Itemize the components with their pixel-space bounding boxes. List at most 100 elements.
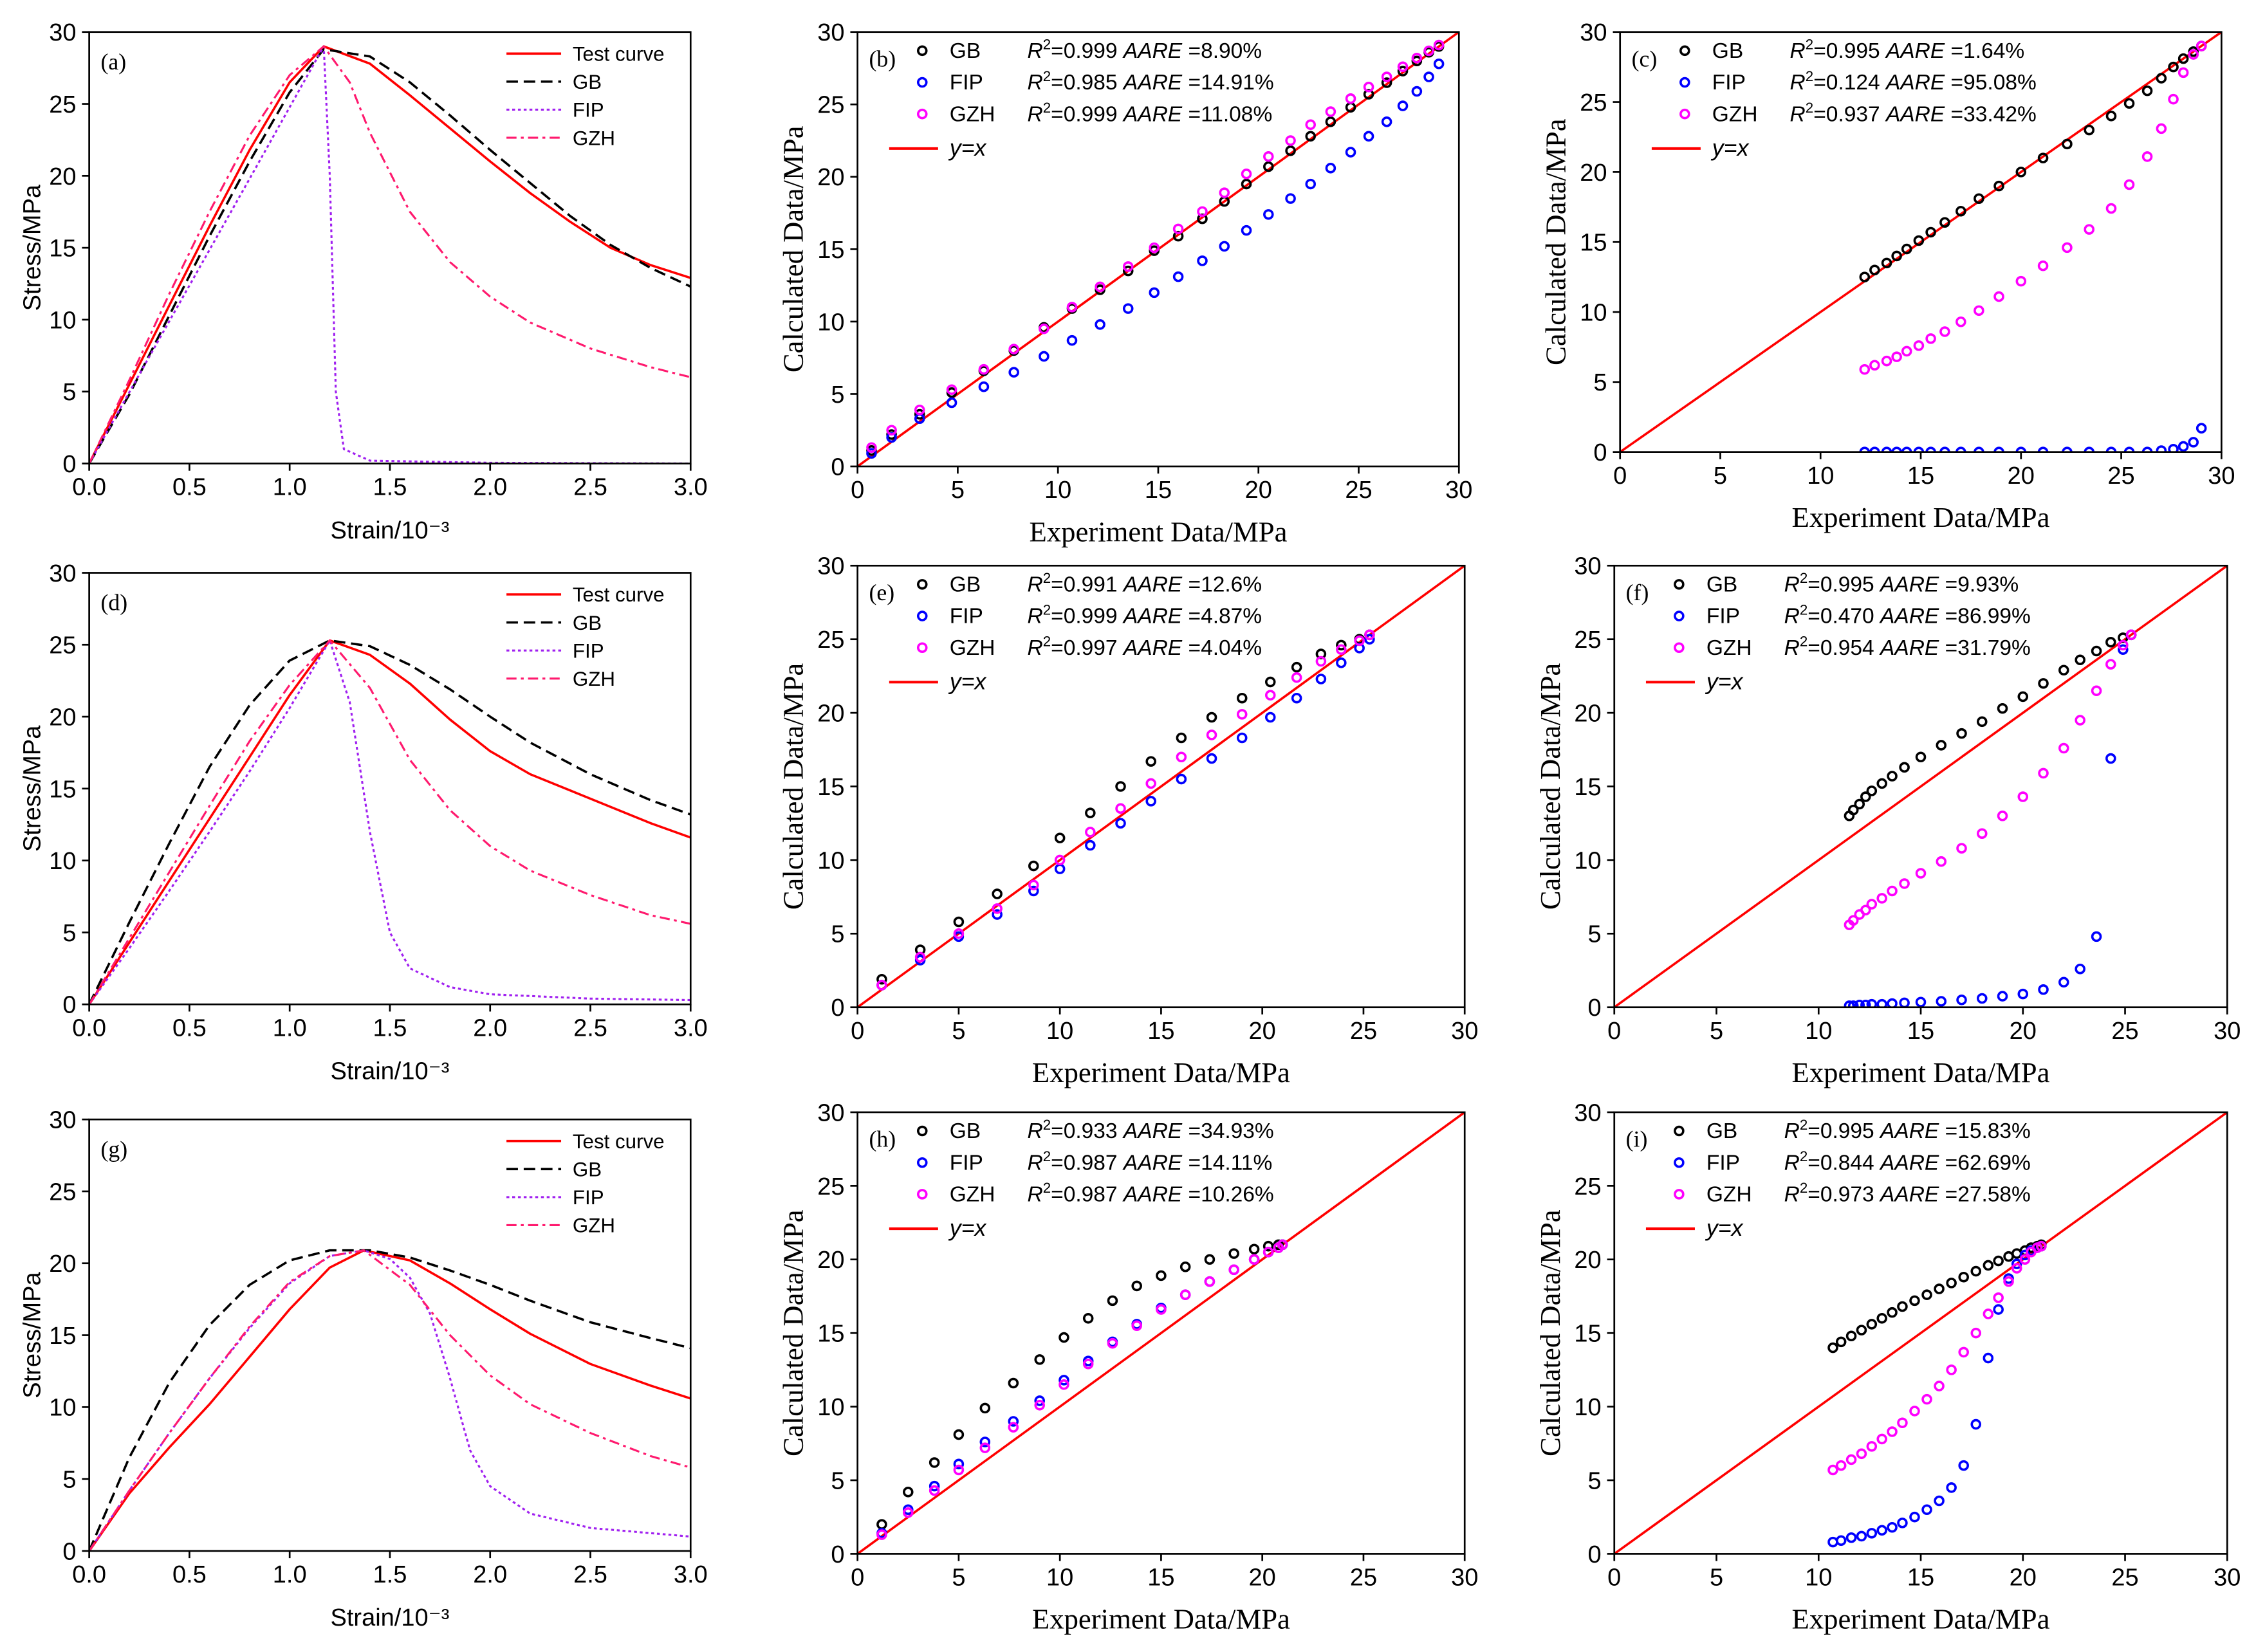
x-tick-label: 0.5 — [172, 474, 207, 501]
r2-symbol: R — [1784, 605, 1800, 629]
legend-label-y-equals-x: y=x — [948, 135, 987, 161]
data-point-fip — [2105, 753, 2116, 764]
y-tick-label: 20 — [1574, 701, 1601, 728]
data-point-gzh — [2091, 685, 2102, 697]
data-point-fip — [2037, 446, 2049, 452]
data-point-fip — [1956, 995, 1967, 1005]
r2-superscript: 2 — [1806, 37, 1813, 53]
data-point-gb — [2105, 111, 2117, 122]
y-tick-label: 0 — [62, 1538, 76, 1565]
data-point-fip — [1866, 998, 1878, 1007]
spacer — [1118, 1151, 1123, 1175]
data-point-gzh — [1899, 878, 1910, 889]
data-point-gzh — [1993, 1292, 2004, 1303]
r2-value: 0.999 — [1064, 102, 1118, 126]
data-point-gzh — [1897, 1417, 1908, 1429]
legend-label: GB — [950, 1119, 981, 1143]
aare-equals: = — [1182, 1183, 1201, 1207]
data-point-gb — [1970, 1265, 1982, 1277]
x-tick-label: 5 — [1710, 1018, 1723, 1045]
data-point-gzh — [1887, 1426, 1898, 1437]
data-point-gzh — [1856, 1448, 1867, 1460]
data-point-fip — [1901, 446, 1912, 452]
y-tick-label: 10 — [1580, 299, 1607, 326]
series-line-gzh — [89, 1249, 691, 1551]
data-point-fip — [1264, 711, 1276, 723]
spacer — [1874, 605, 1880, 629]
aare-value: 95.08% — [1963, 71, 2037, 95]
data-point-gb — [2156, 73, 2167, 84]
data-point-gzh — [1397, 61, 1409, 73]
legend-label: GZH — [1706, 636, 1752, 660]
spacer — [1874, 1151, 1880, 1175]
data-point-gzh — [2125, 629, 2137, 641]
legend-stats: R2=0.995 AARE =15.83% — [1784, 1117, 2031, 1143]
y-tick-label: 5 — [1587, 921, 1601, 948]
r2-equals: = — [1808, 636, 1820, 660]
panel-d: 0.0 0.5 1.0 1.5 2.0 2.5 3.0 0 5 10 15 20 25 30 Strain/… — [19, 560, 708, 1085]
data-point-fip — [2123, 446, 2135, 452]
data-point-gb — [1974, 193, 1984, 205]
r2-symbol: R — [1784, 636, 1800, 660]
x-tick-label: 3.0 — [674, 1561, 708, 1588]
r2-value: 0.844 — [1820, 1151, 1874, 1175]
y-tick-label: 20 — [817, 701, 844, 728]
data-point-gb — [1897, 1301, 1908, 1312]
legend-marker-gb — [916, 1125, 928, 1137]
data-point-gb — [876, 973, 887, 985]
r2-equals: = — [1808, 1151, 1820, 1175]
data-point-gb — [1059, 1332, 1069, 1343]
data-point-gzh — [1241, 169, 1252, 179]
data-point-gzh — [2196, 41, 2207, 51]
legend-label: GB — [1706, 1119, 1737, 1143]
legend-label: FIP — [573, 1186, 604, 1209]
aare-equals: = — [1939, 1183, 1957, 1207]
data-point-gzh — [2075, 715, 2085, 726]
legend-label: FIP — [573, 639, 604, 662]
aare-value: 11.08% — [1201, 102, 1272, 126]
spacer — [1880, 39, 1886, 63]
data-point-gb — [1899, 762, 1910, 773]
data-point-gb — [1956, 728, 1967, 739]
legend-stats: R2=0.985 AARE =14.91% — [1027, 68, 1273, 95]
data-point-gzh — [1305, 119, 1317, 131]
x-tick-label: 0.0 — [72, 1014, 106, 1042]
data-point-fip — [1939, 446, 1950, 452]
data-point-gb — [1054, 832, 1066, 843]
data-point-fip — [1397, 100, 1409, 111]
panel-label: (f) — [1626, 580, 1649, 605]
data-point-fip — [1827, 1536, 1838, 1548]
data-point-gzh — [2118, 639, 2129, 651]
r2-equals: = — [1813, 102, 1826, 126]
data-point-gb — [1881, 257, 1892, 269]
aare-equals: = — [1945, 39, 1963, 63]
y-tick-label: 15 — [1574, 1321, 1601, 1348]
r2-superscript: 2 — [1043, 1148, 1051, 1164]
data-point-gzh — [2011, 1263, 2022, 1274]
data-point-gzh — [2037, 260, 2049, 271]
y-tick-label: 25 — [49, 91, 76, 118]
legend-label: FIP — [573, 99, 604, 122]
x-tick-label: 3.0 — [674, 474, 708, 501]
x-tick-label: 25 — [1350, 1565, 1377, 1592]
aare-value: 4.87% — [1201, 605, 1262, 629]
aare-equals: = — [1939, 573, 1957, 597]
data-point-fip — [1054, 863, 1066, 874]
x-tick-label: 30 — [2208, 463, 2235, 490]
data-point-gzh — [1956, 316, 1966, 327]
aare-value: 27.58% — [1957, 1183, 2031, 1207]
r2-superscript: 2 — [1043, 68, 1051, 84]
y-tick-label: 15 — [49, 235, 76, 262]
data-point-fip — [1325, 163, 1336, 174]
r2-equals: = — [1051, 605, 1064, 629]
data-point-fip — [1028, 885, 1039, 897]
panel-b: 0 5 10 15 20 25 30 0 5 10 15 20 25 30 Experiment Data/… — [777, 19, 1473, 547]
data-point-fip — [1066, 335, 1078, 346]
data-point-gzh — [2084, 224, 2094, 235]
data-point-gzh — [946, 384, 957, 395]
data-point-gzh — [1082, 1358, 1094, 1370]
y-tick-label: 30 — [1580, 19, 1607, 46]
y-tick-label: 0 — [831, 454, 844, 481]
x-tick-label: 2.0 — [473, 474, 507, 501]
panel-c: 0 5 10 15 20 25 30 0 5 10 15 20 25 30 Experiment Data/… — [1540, 19, 2235, 533]
